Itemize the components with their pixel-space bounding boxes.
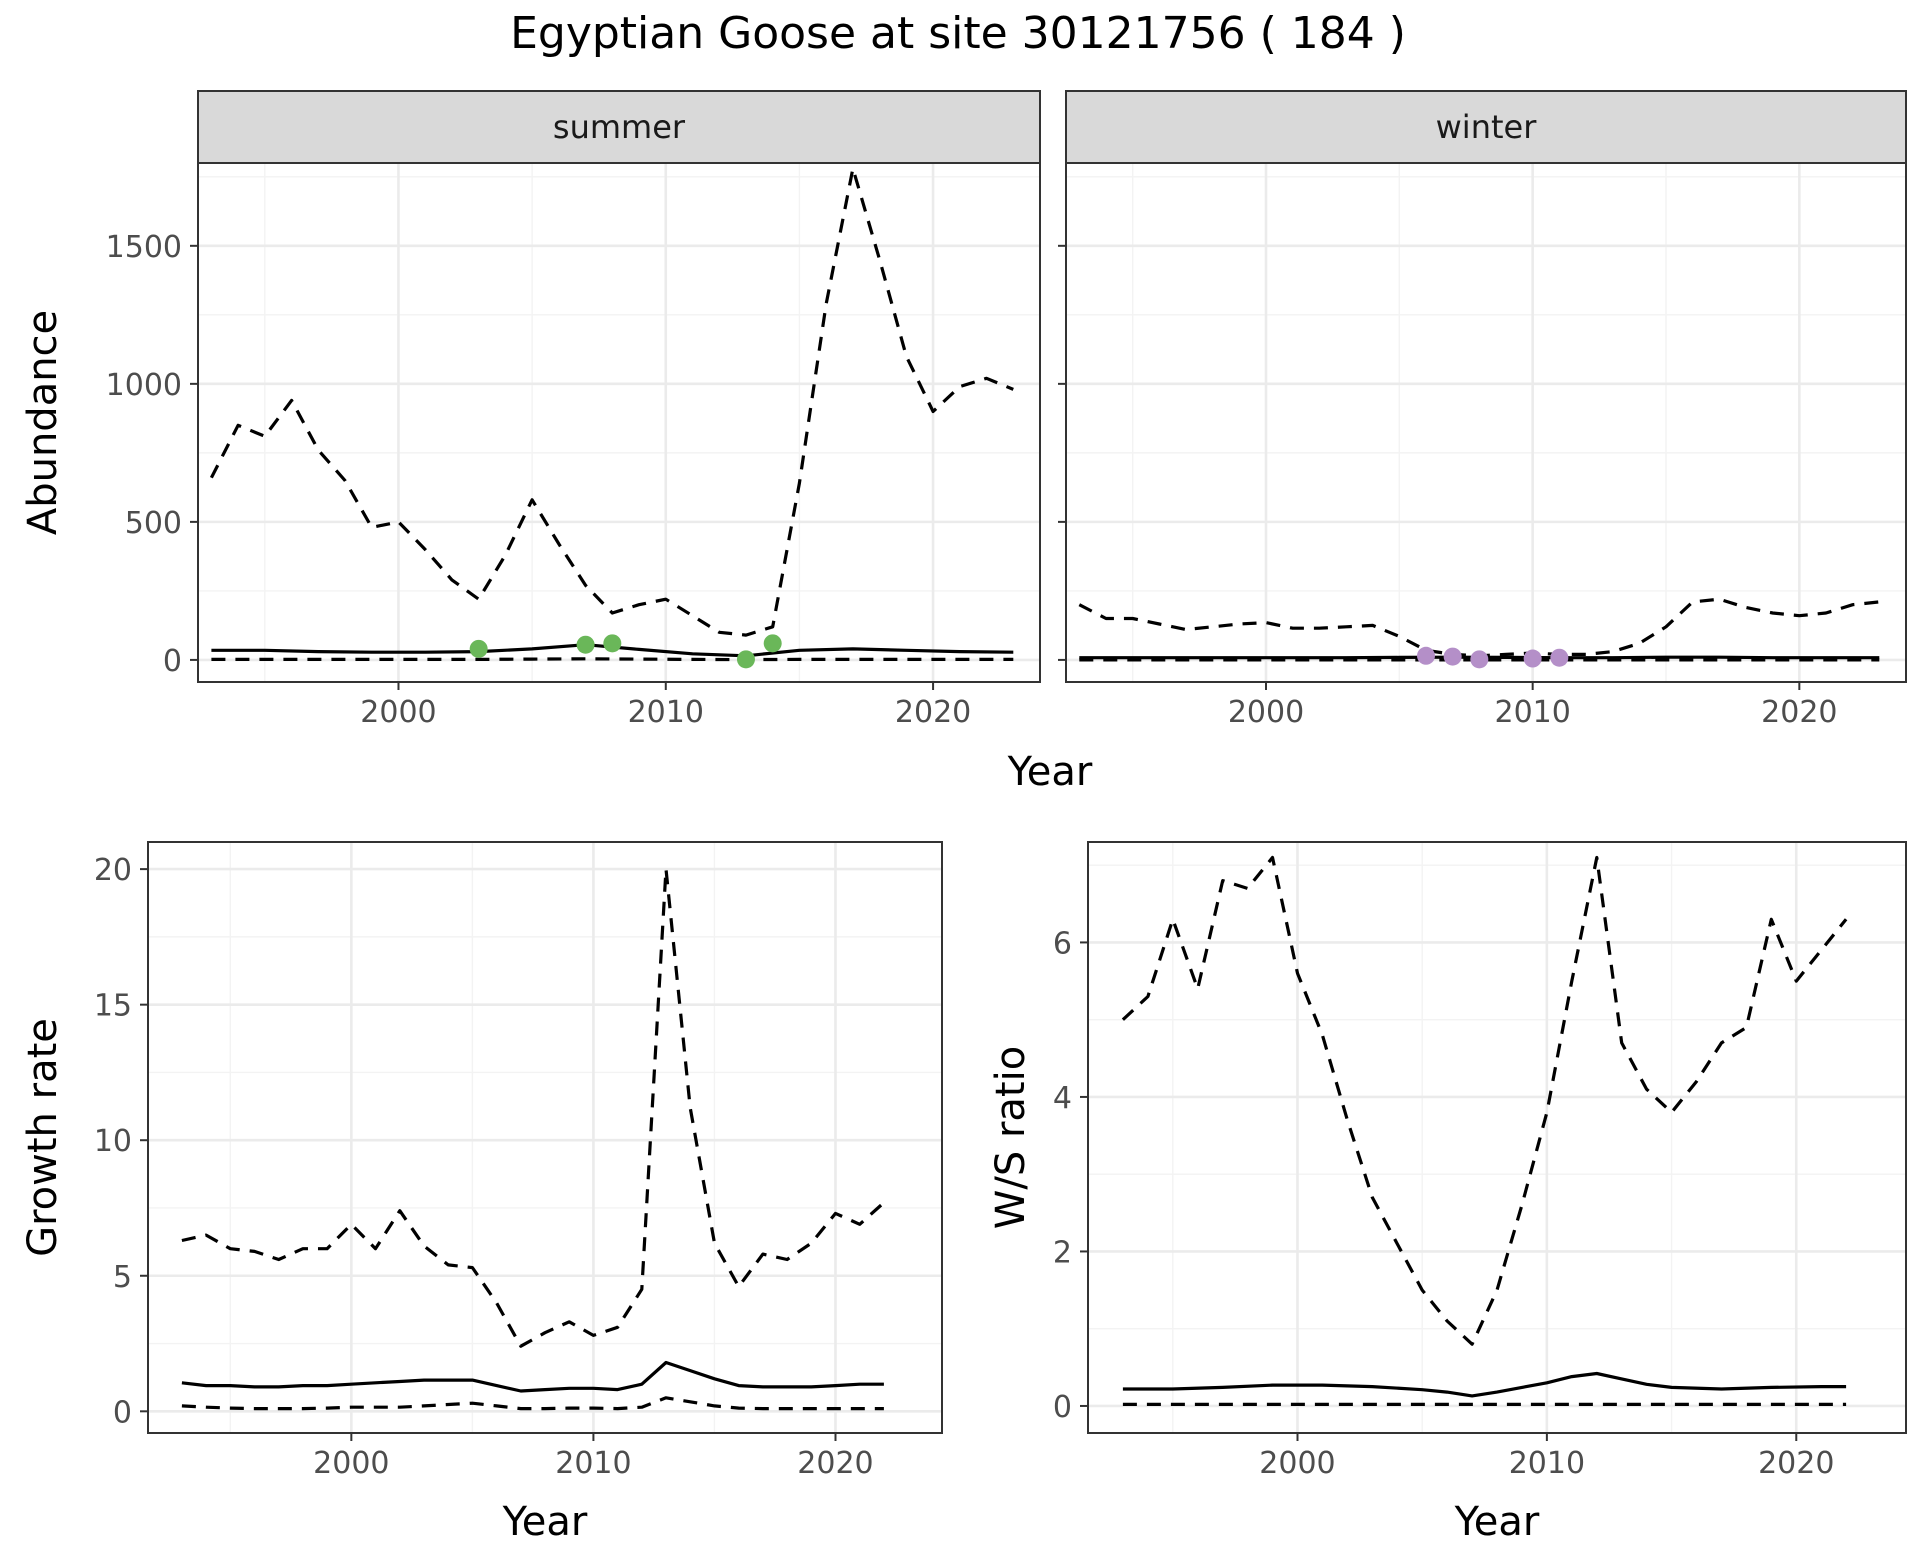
x-tick-label: 2020 bbox=[797, 1446, 873, 1481]
panel-summer: summer 2000 2010 2020 0 500 1000 1500 Abundance bbox=[20, 90, 1041, 730]
plot-background bbox=[1088, 842, 1906, 1433]
x-tick-label: 2020 bbox=[895, 695, 971, 730]
x-tick-label: 2020 bbox=[1758, 1446, 1834, 1481]
y-tick-label: 6 bbox=[1053, 926, 1072, 961]
panel-ratio: 2000 2010 2020 0 2 4 6 W/S ratio Year bbox=[988, 841, 1907, 1545]
panel-border bbox=[1087, 841, 1907, 1434]
x-tick-label: 2000 bbox=[1228, 695, 1304, 730]
x-tick-label: 2000 bbox=[1259, 1446, 1335, 1481]
y-tick-label: 20 bbox=[94, 853, 132, 888]
y-tick-label: 1000 bbox=[106, 368, 182, 403]
plot-background bbox=[198, 163, 1040, 682]
series-line-1 bbox=[181, 867, 885, 1348]
facet-strip-label: winter bbox=[1436, 108, 1538, 146]
panel-winter: winter 2000 2010 2020 bbox=[1058, 90, 1907, 730]
facet-strip bbox=[197, 90, 1041, 164]
x-tick-label: 2010 bbox=[1509, 1446, 1585, 1481]
y-tick-label: 10 bbox=[94, 1124, 132, 1159]
data-point bbox=[603, 634, 622, 653]
y-tick-label: 5 bbox=[113, 1260, 132, 1295]
x-tick-label: 2000 bbox=[313, 1446, 389, 1481]
y-tick-label: 0 bbox=[113, 1395, 132, 1430]
series-line-2 bbox=[181, 1360, 884, 1393]
facet-strip-label: summer bbox=[553, 108, 686, 146]
facet-strip bbox=[1065, 90, 1907, 164]
y-tick-label: 4 bbox=[1053, 1081, 1072, 1116]
plot-background bbox=[1066, 163, 1906, 682]
series-line-1 bbox=[1121, 855, 1848, 1346]
y-tick-label: 15 bbox=[94, 989, 132, 1024]
data-point bbox=[1443, 647, 1462, 666]
x-tick-label: 2010 bbox=[555, 1446, 631, 1481]
data-point bbox=[763, 634, 782, 653]
x-tick-label: 2010 bbox=[1494, 695, 1570, 730]
x-tick-label: 2020 bbox=[1761, 695, 1837, 730]
data-point bbox=[736, 650, 755, 669]
panel-border bbox=[147, 841, 943, 1434]
top-row-x-axis-label: Year bbox=[1007, 749, 1093, 795]
series-line-3 bbox=[211, 657, 1014, 662]
data-point bbox=[1470, 650, 1489, 669]
series-line-1 bbox=[209, 166, 1014, 637]
series-line-3 bbox=[181, 1396, 884, 1411]
y-tick-label: 0 bbox=[1053, 1390, 1072, 1425]
data-point bbox=[1523, 649, 1542, 668]
x-axis-label: Year bbox=[1454, 1499, 1540, 1545]
panel-growth: 2000 2010 2020 0 5 10 15 20 Growth rate Year bbox=[20, 841, 943, 1545]
y-tick-label: 500 bbox=[125, 506, 182, 541]
x-tick-label: 2000 bbox=[360, 695, 436, 730]
y-axis-label: Abundance bbox=[20, 310, 66, 535]
y-axis-label: Growth rate bbox=[20, 1018, 66, 1257]
y-tick-label: 2 bbox=[1053, 1235, 1072, 1270]
y-tick-label: 0 bbox=[163, 644, 182, 679]
figure-title: Egyptian Goose at site 30121756 ( 184 ) bbox=[510, 8, 1406, 59]
data-point bbox=[469, 639, 488, 658]
x-axis-label: Year bbox=[502, 1499, 588, 1545]
plot-background bbox=[148, 842, 942, 1433]
x-tick-label: 2010 bbox=[628, 695, 704, 730]
y-tick-label: 1500 bbox=[106, 230, 182, 265]
y-axis-label: W/S ratio bbox=[988, 1046, 1034, 1229]
series-line-2 bbox=[1122, 1371, 1847, 1398]
data-point bbox=[576, 635, 595, 654]
data-point bbox=[1550, 648, 1569, 667]
data-point bbox=[1417, 646, 1435, 665]
